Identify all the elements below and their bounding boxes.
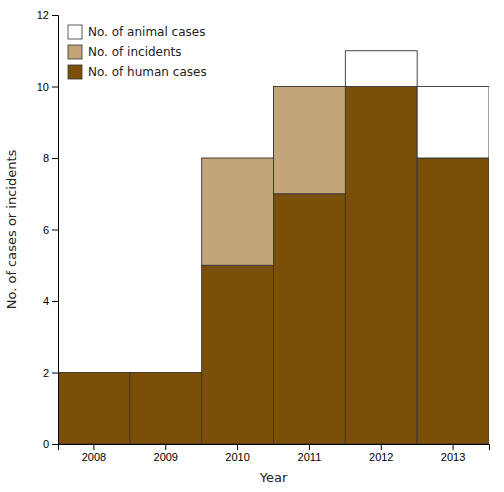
y-tick: 4 — [43, 295, 58, 307]
x-axis-line — [59, 445, 490, 451]
y-tick-mark — [52, 15, 58, 16]
x-tick-mark — [453, 444, 454, 450]
legend-item: No. of human cases — [68, 65, 207, 79]
y-tick-mark — [52, 373, 58, 374]
bar — [130, 372, 202, 373]
y-tick: 10 — [37, 81, 58, 93]
bar — [417, 87, 489, 159]
bar — [58, 372, 130, 373]
bar — [345, 51, 417, 87]
x-tick: 2013 — [441, 444, 465, 463]
bar — [130, 373, 202, 445]
y-tick-label: 2 — [43, 367, 49, 379]
x-tick-mark — [381, 444, 382, 450]
y-tick-mark — [52, 301, 58, 302]
plot: 2008 2009 2010 2011 2012 2013 0 2 4 6 8 10 12 No. of … — [37, 9, 490, 463]
bar — [202, 158, 274, 159]
bar — [417, 158, 489, 444]
x-axis: 2008 2009 2010 2011 2012 2013 — [59, 444, 490, 463]
x-tick-mark — [93, 444, 94, 450]
bar — [58, 373, 130, 445]
x-tick-label: 2011 — [298, 451, 322, 463]
x-tick: 2012 — [369, 444, 393, 463]
y-axis: 0 2 4 6 8 10 12 — [37, 9, 59, 450]
y-tick-label: 10 — [37, 81, 49, 93]
bar — [202, 158, 274, 265]
bar-series — [58, 87, 489, 445]
legend-label: No. of human cases — [88, 65, 207, 79]
y-tick-mark — [52, 230, 58, 231]
bars — [58, 51, 489, 444]
legend-item: No. of incidents — [68, 45, 182, 59]
bar — [202, 265, 274, 444]
x-tick: 2011 — [298, 444, 322, 463]
bar — [58, 372, 130, 373]
bar — [274, 86, 346, 87]
bar — [274, 87, 346, 194]
y-tick-label: 8 — [43, 152, 49, 164]
legend-item: No. of animal cases — [68, 25, 205, 39]
bar — [274, 194, 346, 444]
y-tick: 6 — [43, 224, 58, 236]
x-tick: 2009 — [154, 444, 178, 463]
x-axis-title: Year — [259, 470, 288, 485]
bar-series — [345, 51, 489, 158]
y-tick-label: 12 — [37, 9, 49, 21]
y-tick: 12 — [37, 9, 58, 21]
x-tick-mark — [237, 444, 238, 450]
x-tick-mark — [309, 444, 310, 450]
legend-swatch — [68, 25, 82, 39]
y-tick-label: 6 — [43, 224, 49, 236]
legend-label: No. of incidents — [88, 45, 182, 59]
legend: No. of animal cases No. of incidents No. o… — [68, 25, 207, 79]
legend-swatch — [68, 45, 82, 59]
y-tick: 0 — [43, 438, 58, 450]
bar-series — [202, 87, 346, 266]
x-tick-label: 2013 — [441, 451, 465, 463]
x-tick: 2010 — [225, 444, 249, 463]
x-tick-label: 2010 — [225, 451, 249, 463]
chart: 2008 2009 2010 2011 2012 2013 0 2 4 6 8 10 12 No. of … — [0, 0, 504, 492]
x-tick-mark — [165, 444, 166, 450]
legend-label: No. of animal cases — [88, 25, 205, 39]
bar — [345, 87, 417, 445]
y-axis-title: No. of cases or incidents — [4, 149, 19, 309]
y-tick: 8 — [43, 152, 58, 164]
y-tick-mark — [52, 444, 58, 445]
bar — [130, 372, 202, 373]
x-tick: 2008 — [82, 444, 106, 463]
y-tick-label: 4 — [43, 295, 49, 307]
y-tick-label: 0 — [43, 438, 49, 450]
y-tick-mark — [52, 87, 58, 88]
x-tick-label: 2008 — [82, 451, 106, 463]
y-axis-line — [52, 16, 59, 445]
x-tick-label: 2012 — [369, 451, 393, 463]
y-tick: 2 — [43, 367, 58, 379]
x-tick-label: 2009 — [154, 451, 178, 463]
y-tick-mark — [52, 158, 58, 159]
legend-swatch — [68, 65, 82, 79]
